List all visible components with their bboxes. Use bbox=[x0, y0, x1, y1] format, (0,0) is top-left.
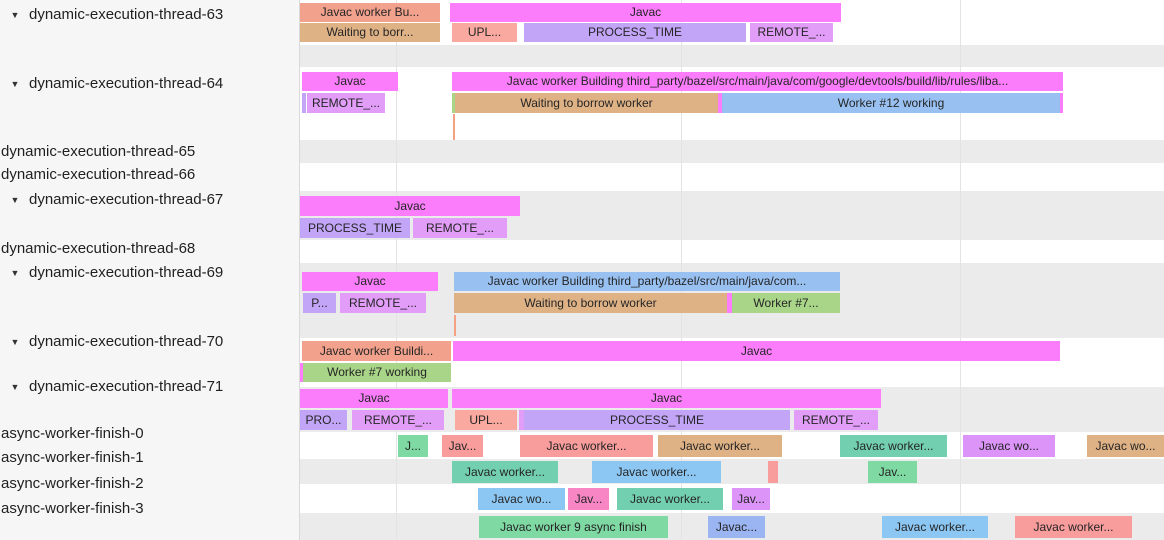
expander-arrow-icon[interactable]: ▼ bbox=[10, 382, 20, 392]
trace-slice[interactable]: Javac worker... bbox=[617, 488, 723, 510]
trace-slice[interactable]: Jav... bbox=[732, 488, 770, 510]
trace-slice[interactable]: Worker #7... bbox=[732, 293, 840, 313]
trace-slice-sliver[interactable] bbox=[1060, 93, 1063, 113]
trace-slice[interactable]: Javac wo... bbox=[478, 488, 565, 510]
trace-slice[interactable]: PROCESS_TIME bbox=[524, 410, 790, 430]
trace-slice-sliver[interactable] bbox=[452, 93, 455, 113]
track-name: dynamic-execution-thread-69 bbox=[29, 264, 224, 281]
trace-slice[interactable]: Javac worker... bbox=[452, 461, 558, 483]
trace-slice[interactable]: Javac worker... bbox=[592, 461, 721, 483]
trace-slice[interactable]: Javac worker... bbox=[658, 435, 782, 457]
expander-arrow-icon[interactable]: ▼ bbox=[10, 10, 20, 20]
trace-slice[interactable]: REMOTE_... bbox=[352, 410, 444, 430]
trace-slice[interactable]: Javac worker 9 async finish bbox=[479, 516, 668, 538]
track-name: async-worker-finish-0 bbox=[1, 425, 144, 442]
trace-slice-sliver[interactable] bbox=[519, 410, 524, 430]
trace-slice[interactable]: UPL... bbox=[455, 410, 517, 430]
track-label-async-worker-finish-1[interactable]: async-worker-finish-1 bbox=[0, 449, 144, 467]
instant-event-tick[interactable] bbox=[453, 114, 455, 140]
trace-slice[interactable]: Javac worker Bu... bbox=[300, 3, 440, 22]
track-name: dynamic-execution-thread-67 bbox=[29, 191, 224, 208]
trace-slice[interactable]: PROCESS_TIME bbox=[524, 23, 746, 42]
time-gridline bbox=[681, 0, 682, 540]
trace-slice[interactable]: REMOTE_... bbox=[750, 23, 833, 42]
track-name: dynamic-execution-thread-70 bbox=[29, 333, 224, 350]
trace-slice[interactable]: REMOTE_... bbox=[794, 410, 878, 430]
trace-slice[interactable]: Waiting to borrow worker bbox=[454, 293, 727, 313]
trace-slice[interactable]: J... bbox=[398, 435, 428, 457]
track-row-alt-background bbox=[300, 140, 1164, 163]
track-name: dynamic-execution-thread-64 bbox=[29, 75, 224, 92]
track-name: async-worker-finish-1 bbox=[1, 449, 144, 466]
track-row-alt-background bbox=[300, 459, 1164, 484]
trace-slice[interactable]: P... bbox=[303, 293, 336, 313]
trace-slice[interactable]: Javac wo... bbox=[963, 435, 1055, 457]
track-label-dynamic-execution-thread-69[interactable]: ▼ dynamic-execution-thread-69 bbox=[0, 264, 224, 282]
trace-slice[interactable]: Javac... bbox=[708, 516, 765, 538]
track-name: dynamic-execution-thread-66 bbox=[1, 166, 196, 183]
track-label-dynamic-execution-thread-71[interactable]: ▼ dynamic-execution-thread-71 bbox=[0, 378, 224, 396]
track-name: dynamic-execution-thread-71 bbox=[29, 378, 224, 395]
track-label-async-worker-finish-3[interactable]: async-worker-finish-3 bbox=[0, 500, 144, 518]
time-gridline bbox=[396, 0, 397, 540]
expander-arrow-icon[interactable]: ▼ bbox=[10, 337, 20, 347]
trace-slice-sliver[interactable] bbox=[302, 93, 306, 113]
trace-slice-sliver[interactable] bbox=[768, 461, 778, 483]
expander-arrow-icon[interactable]: ▼ bbox=[10, 195, 20, 205]
track-label-dynamic-execution-thread-65[interactable]: dynamic-execution-thread-65 bbox=[0, 143, 195, 161]
trace-slice[interactable]: Javac worker... bbox=[882, 516, 988, 538]
trace-slice[interactable]: Javac bbox=[300, 389, 448, 408]
track-label-async-worker-finish-0[interactable]: async-worker-finish-0 bbox=[0, 425, 144, 443]
trace-slice[interactable]: Javac bbox=[450, 3, 841, 22]
instant-event-tick[interactable] bbox=[454, 315, 456, 336]
trace-slice[interactable]: REMOTE_... bbox=[413, 218, 507, 238]
trace-slice[interactable]: REMOTE_... bbox=[307, 93, 385, 113]
trace-slice[interactable]: Worker #12 working bbox=[722, 93, 1060, 113]
expander-arrow-icon[interactable]: ▼ bbox=[10, 268, 20, 278]
trace-slice[interactable]: Javac worker... bbox=[520, 435, 653, 457]
expander-arrow-icon[interactable]: ▼ bbox=[10, 79, 20, 89]
trace-slice[interactable]: Worker #7 working bbox=[303, 363, 451, 382]
trace-slice[interactable]: Waiting to borrow worker bbox=[455, 93, 718, 113]
trace-slice[interactable]: Jav... bbox=[442, 435, 483, 457]
track-label-dynamic-execution-thread-68[interactable]: dynamic-execution-thread-68 bbox=[0, 240, 195, 258]
trace-slice[interactable]: Javac bbox=[453, 341, 1060, 361]
time-gridline bbox=[960, 0, 961, 540]
trace-slice-sliver[interactable] bbox=[727, 293, 732, 313]
track-label-dynamic-execution-thread-70[interactable]: ▼ dynamic-execution-thread-70 bbox=[0, 333, 224, 351]
track-label-dynamic-execution-thread-66[interactable]: dynamic-execution-thread-66 bbox=[0, 166, 195, 184]
track-label-dynamic-execution-thread-63[interactable]: ▼ dynamic-execution-thread-63 bbox=[0, 6, 224, 24]
trace-slice[interactable]: UPL... bbox=[452, 23, 517, 42]
trace-slice[interactable]: Jav... bbox=[868, 461, 917, 483]
track-name: async-worker-finish-2 bbox=[1, 475, 144, 492]
track-name: async-worker-finish-3 bbox=[1, 500, 144, 517]
timeline-canvas: Javac worker Bu... Javac Waiting to borr..… bbox=[300, 0, 1164, 540]
track-name: dynamic-execution-thread-63 bbox=[29, 6, 224, 23]
trace-slice[interactable]: Javac worker Building third_party/bazel/… bbox=[452, 72, 1063, 91]
trace-slice[interactable]: Javac bbox=[302, 272, 438, 291]
trace-slice[interactable]: Javac worker... bbox=[840, 435, 947, 457]
trace-slice[interactable]: Javac worker Buildi... bbox=[302, 341, 451, 361]
trace-slice[interactable]: PROCESS_TIME bbox=[300, 218, 410, 238]
track-row-alt-background bbox=[300, 45, 1164, 67]
trace-slice[interactable]: Javac bbox=[452, 389, 881, 408]
trace-slice[interactable]: PRO... bbox=[300, 410, 347, 430]
track-list-sidebar: ▼ dynamic-execution-thread-63 ▼ dynamic-exe… bbox=[0, 0, 300, 540]
track-label-async-worker-finish-2[interactable]: async-worker-finish-2 bbox=[0, 475, 144, 493]
trace-slice-sliver[interactable] bbox=[300, 363, 303, 382]
trace-slice[interactable]: Javac worker... bbox=[1015, 516, 1132, 538]
trace-slice[interactable]: Javac worker Building third_party/bazel/… bbox=[454, 272, 840, 291]
trace-slice-sliver[interactable] bbox=[718, 93, 722, 113]
trace-slice[interactable]: Javac wo... bbox=[1087, 435, 1164, 457]
track-label-dynamic-execution-thread-67[interactable]: ▼ dynamic-execution-thread-67 bbox=[0, 191, 224, 209]
trace-slice[interactable]: Waiting to borr... bbox=[300, 23, 440, 42]
trace-slice[interactable]: Javac bbox=[302, 72, 398, 91]
trace-slice[interactable]: Javac bbox=[300, 196, 520, 216]
trace-slice[interactable]: Jav... bbox=[568, 488, 609, 510]
track-name: dynamic-execution-thread-68 bbox=[1, 240, 196, 257]
track-name: dynamic-execution-thread-65 bbox=[1, 143, 196, 160]
track-label-dynamic-execution-thread-64[interactable]: ▼ dynamic-execution-thread-64 bbox=[0, 75, 224, 93]
trace-slice[interactable]: REMOTE_... bbox=[340, 293, 426, 313]
